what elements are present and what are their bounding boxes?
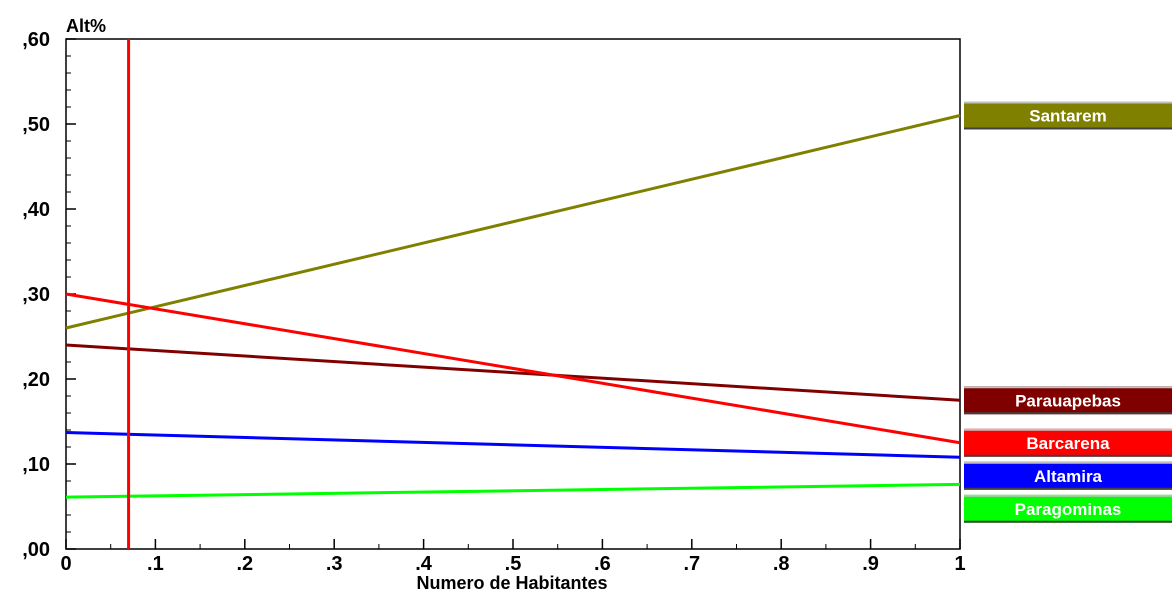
legend-entry-santarem: Santarem	[964, 101, 1172, 130]
legend-swatch	[964, 428, 1172, 457]
series-line-paragominas	[65, 482, 961, 499]
x-tick-label: .2	[236, 553, 253, 575]
y-tick-label: ,10	[22, 454, 50, 476]
legend-swatch	[964, 101, 1172, 130]
y-tick-label: ,20	[22, 369, 50, 391]
legend-swatch	[964, 461, 1172, 490]
legend-label: Paragominas	[1015, 500, 1122, 519]
legend-entry-altamira: Altamira	[964, 461, 1172, 490]
x-tick-label: .3	[326, 553, 343, 575]
x-tick-label: .5	[505, 553, 522, 575]
y-axis-label: Alt%	[66, 16, 106, 36]
legend-label: Altamira	[1034, 467, 1103, 486]
plot-frame	[65, 38, 961, 550]
y-tick-label: ,30	[22, 284, 50, 306]
series-line-parauapebas	[65, 343, 961, 402]
x-tick-label: .7	[683, 553, 700, 575]
legend-entry-paragominas: Paragominas	[964, 494, 1172, 523]
y-tick-label: ,00	[22, 539, 50, 561]
series-line-barcarena	[65, 292, 961, 445]
y-tick-label: ,50	[22, 114, 50, 136]
x-tick-label: .9	[862, 553, 879, 575]
legend: Santarem Parauapebas Barcarena Altamira Para…	[964, 101, 1172, 523]
y-tick-label: ,40	[22, 199, 50, 221]
series-line-santarem	[65, 114, 961, 330]
x-tick-label: .6	[594, 553, 611, 575]
x-axis-label: Numero de Habitantes	[416, 573, 607, 593]
x-tick-label: .8	[773, 553, 790, 575]
plot-area: ,00 ,10 ,20 ,30 ,40 ,50 ,60 0 .1 .2 .3 .4 .5 .6 .7 .8 .9…	[22, 29, 965, 575]
legend-label: Santarem	[1029, 107, 1106, 126]
x-tick-label: .1	[147, 553, 164, 575]
legend-label: Barcarena	[1026, 434, 1110, 453]
y-tick-label: ,60	[22, 29, 50, 51]
legend-entry-parauapebas: Parauapebas	[964, 386, 1172, 415]
legend-swatch	[964, 386, 1172, 415]
legend-label: Parauapebas	[1015, 391, 1121, 410]
series-line-altamira	[65, 431, 961, 459]
legend-swatch	[964, 494, 1172, 523]
legend-entry-barcarena: Barcarena	[964, 428, 1172, 457]
x-tick-label: 1	[954, 553, 965, 575]
x-tick-label: 0	[60, 553, 71, 575]
x-tick-label: .4	[415, 553, 433, 575]
